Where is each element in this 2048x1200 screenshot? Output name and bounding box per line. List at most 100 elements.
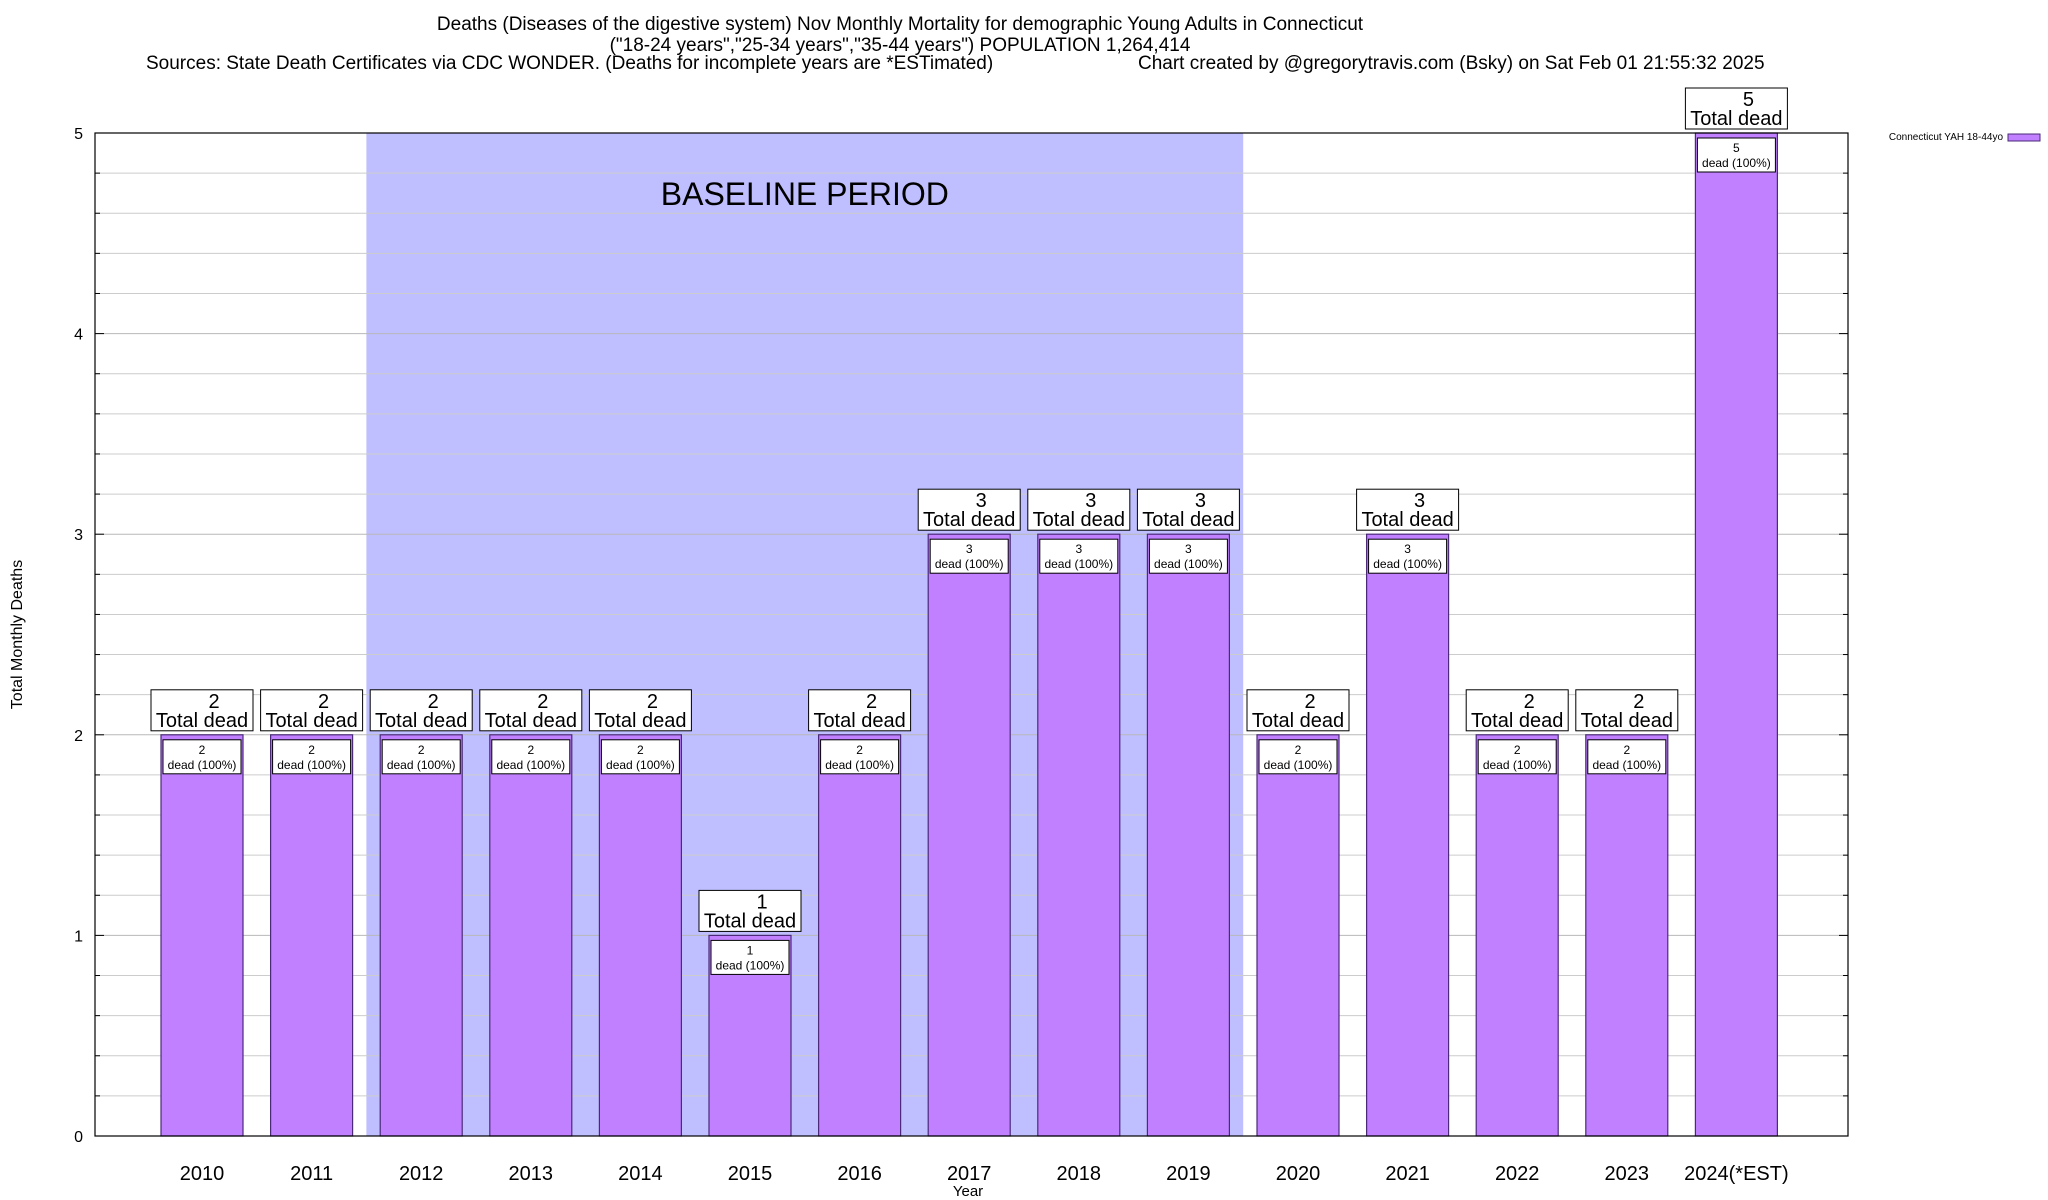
total-label-box [1575,689,1679,732]
total-label-value: 2 [537,691,548,713]
y-tick-label: 5 [74,126,83,143]
x-tick-label: 2011 [290,1163,333,1185]
bar-label-box [381,739,461,775]
total-label-box [808,689,912,732]
x-tick-label: 2012 [399,1163,444,1185]
bar-2024(*EST) [1694,132,1779,1137]
bar-label-box [929,538,1009,574]
total-label-value: 3 [976,490,987,512]
total-label-text: Total dead [813,710,905,732]
chart-credit: Chart created by @gregorytravis.com (Bsk… [1138,53,1765,74]
total-label-box [150,689,254,732]
legend-label: Connecticut YAH 18-44yo [1889,132,2004,143]
total-label-text: Total dead [1471,710,1563,732]
bar-label-box [820,739,900,775]
total-label-box [1465,689,1569,732]
bar-label-text: dead (100%) [1154,557,1223,571]
bar-label-text: dead (100%) [716,958,785,972]
x-tick-label: 2016 [837,1163,882,1185]
total-label-box [1246,689,1350,732]
bar-label-box [272,739,352,775]
total-label-box [698,889,802,932]
y-tick-label: 2 [74,728,83,745]
bar-2010 [160,734,244,1137]
bar-label-text: dead (100%) [1373,557,1442,571]
total-label-value: 2 [208,691,219,713]
bar-label-text: dead (100%) [1592,758,1661,772]
bar-label-value: 3 [1075,542,1082,556]
total-label-box [917,488,1021,531]
bar-label-text: dead (100%) [277,758,346,772]
chart-title: Deaths (Diseases of the digestive system… [436,14,1364,35]
total-label-text: Total dead [1690,108,1782,130]
bar-label-box [1368,538,1448,574]
baseline-period-label: BASELINE PERIOD [661,176,949,212]
total-label-value: 2 [1524,691,1535,713]
bar-2022 [1475,734,1559,1137]
y-axis-label: Total Monthly Deaths [9,560,26,709]
y-tick-label: 4 [74,327,83,344]
bar-label-text: dead (100%) [168,758,237,772]
x-tick-label: 2024(*EST) [1684,1163,1789,1185]
total-label-box [1684,87,1788,130]
bar-label-value: 2 [418,743,425,757]
bar-label-value: 5 [1733,141,1740,155]
bar-label-box [162,739,242,775]
bar-label-box [1696,137,1776,173]
total-label-text: Total dead [485,710,577,732]
bar-2012 [379,734,463,1137]
bar-2017 [927,533,1011,1137]
bar-label-value: 1 [747,943,754,957]
bar-label-box [491,739,571,775]
total-label-text: Total dead [923,509,1015,531]
x-tick-label: 2018 [1057,1163,1102,1185]
x-tick-label: 2019 [1166,1163,1211,1185]
bar-2014 [598,734,683,1137]
bar-label-value: 3 [1404,542,1411,556]
total-label-value: 1 [756,891,767,913]
total-label-text: Total dead [265,710,357,732]
bar-label-box [710,939,790,975]
bar-2023 [1585,734,1669,1137]
bar-label-box [1148,538,1228,574]
bar-label-value: 2 [308,743,315,757]
total-label-box [588,689,692,732]
bar-label-box [1477,739,1557,775]
total-label-text: Total dead [594,710,686,732]
total-label-value: 2 [428,691,439,713]
total-label-text: Total dead [1361,509,1453,531]
bar-label-value: 2 [1623,743,1630,757]
bar-label-text: dead (100%) [387,758,456,772]
total-label-text: Total dead [1252,710,1344,732]
y-tick-label: 3 [74,527,83,544]
bar-2018 [1037,533,1121,1137]
bar-label-text: dead (100%) [496,758,565,772]
bar-label-value: 2 [856,743,863,757]
x-tick-label: 2010 [180,1163,225,1185]
plot-border [94,132,1849,1137]
total-label-value: 3 [1414,490,1425,512]
total-label-box [1136,488,1240,531]
bar-label-box [1258,739,1338,775]
total-label-box [369,689,473,732]
x-tick-label: 2022 [1495,1163,1540,1185]
total-label-value: 2 [318,691,329,713]
total-label-value: 2 [647,691,658,713]
bar-2020 [1256,734,1340,1137]
x-tick-label: 2020 [1276,1163,1321,1185]
x-tick-label: 2017 [947,1163,992,1185]
bar-label-value: 3 [966,542,973,556]
total-label-box [479,689,583,732]
total-label-value: 2 [866,691,877,713]
sources-note: Sources: State Death Certificates via CD… [146,53,994,74]
bar-label-box [1039,538,1119,574]
total-label-text: Total dead [704,910,796,932]
bar-2016 [817,734,902,1137]
total-label-value: 2 [1304,691,1315,713]
x-tick-label: 2014 [618,1163,663,1185]
bar-label-text: dead (100%) [1264,758,1333,772]
x-tick-label: 2013 [509,1163,554,1185]
y-tick-label: 1 [74,928,83,945]
bar-label-text: dead (100%) [606,758,675,772]
